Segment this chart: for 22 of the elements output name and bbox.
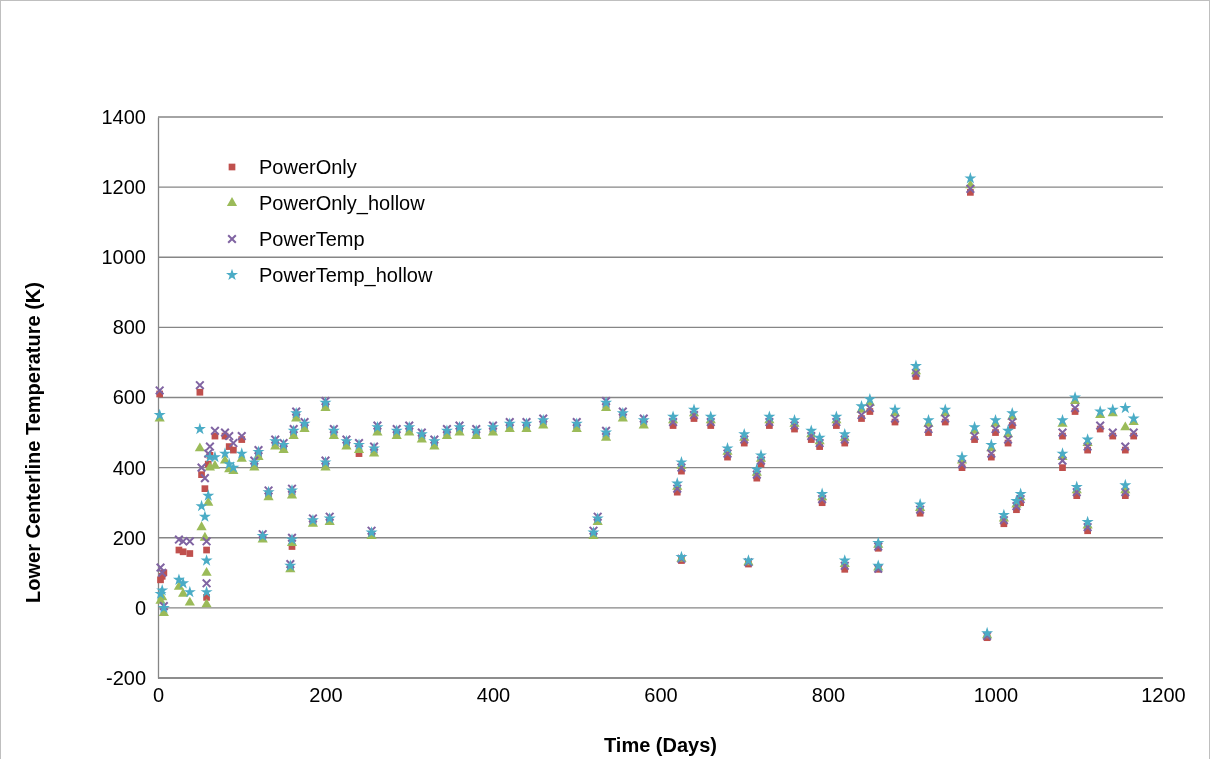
- y-tick-label: 1200: [101, 176, 146, 199]
- x-tick-label: 1000: [973, 684, 1019, 707]
- x-tick-label: 800: [811, 684, 846, 707]
- x-tick-label: 200: [309, 684, 343, 707]
- y-tick-label: 800: [112, 316, 146, 339]
- x-axis-title: Time (Days): [603, 734, 718, 756]
- x-tick-label: 1200: [1141, 684, 1186, 707]
- legend-label: PowerOnly_hollow: [259, 192, 426, 215]
- x-tick-label: 600: [644, 684, 678, 707]
- legend-label: PowerTemp: [259, 228, 365, 250]
- legend-label: PowerTemp_hollow: [259, 264, 433, 287]
- y-tick-label: 1400: [101, 105, 146, 128]
- y-tick-label: 0: [134, 596, 146, 619]
- y-tick-label: -200: [105, 666, 146, 689]
- y-axis-title: Lower Centerline Temperature (K): [22, 282, 44, 603]
- legend-label: PowerOnly: [259, 156, 357, 178]
- x-tick-label: 0: [152, 684, 165, 707]
- y-tick-label: 600: [112, 386, 146, 409]
- y-tick-label: 1000: [101, 246, 146, 269]
- x-tick-label: 400: [476, 684, 511, 707]
- y-tick-label: 200: [112, 526, 146, 549]
- y-tick-label: 400: [112, 456, 146, 479]
